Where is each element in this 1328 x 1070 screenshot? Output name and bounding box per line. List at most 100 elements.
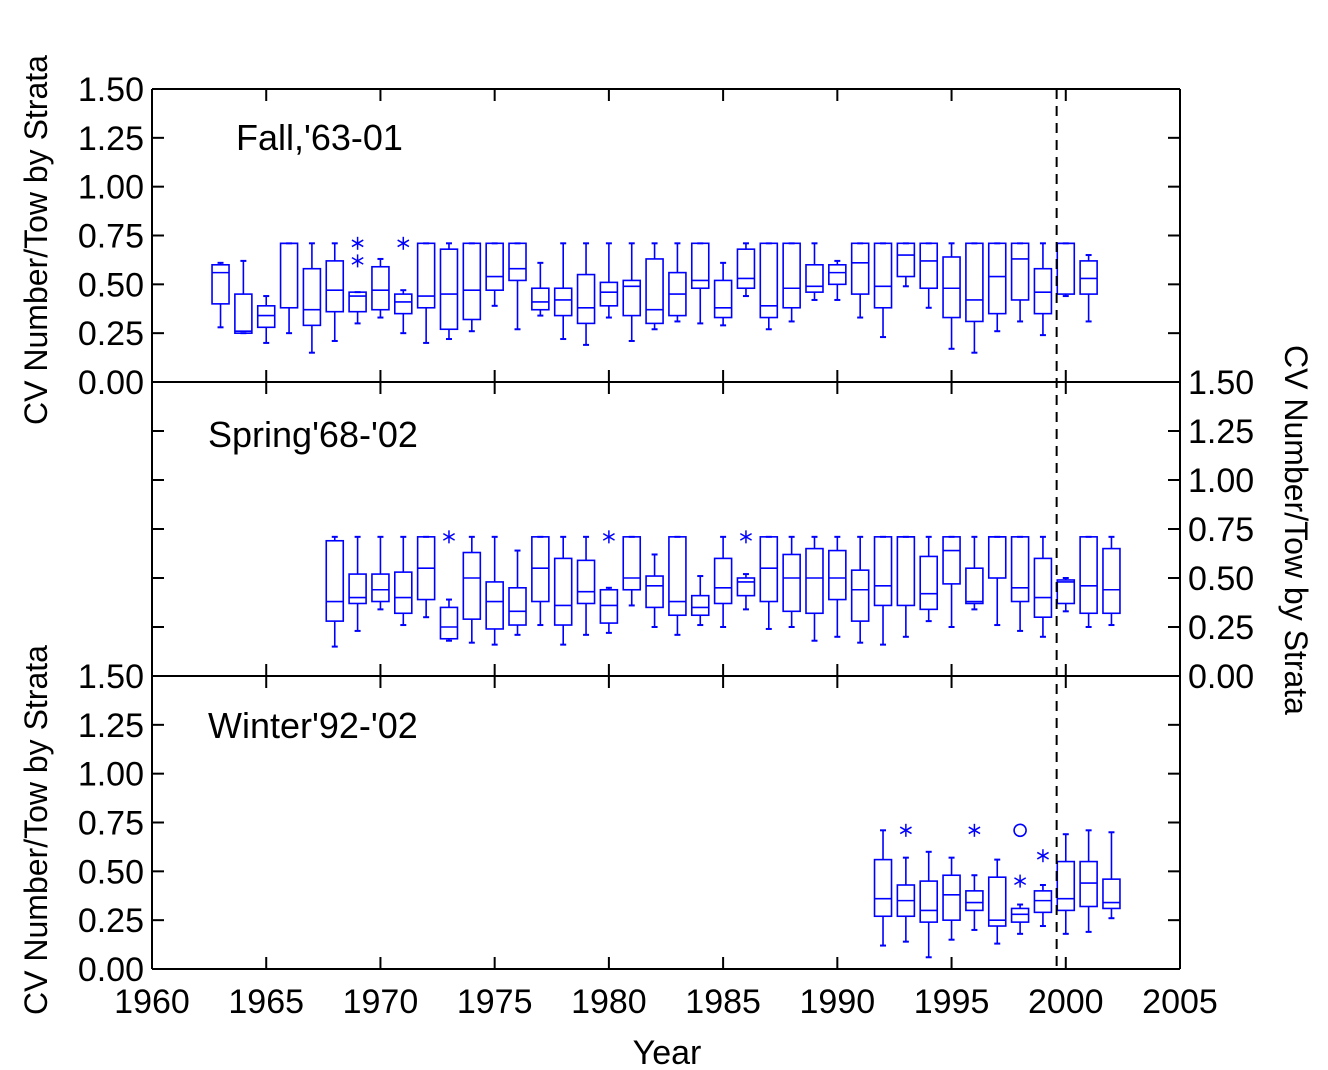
panel-winter [326,823,1121,970]
y-tick-label: 0.25 [1188,609,1254,647]
box [873,242,893,309]
box [690,594,710,617]
box [919,555,939,611]
box [553,557,573,626]
box [759,242,779,319]
box [1079,860,1098,908]
box [576,559,596,605]
x-tick-label: 1970 [343,983,419,1021]
y-tick-label: 1.50 [78,658,144,696]
box [965,242,984,323]
box [828,263,847,286]
box [919,880,939,923]
box [713,557,733,605]
box [736,248,756,290]
box [302,267,322,327]
box [1010,907,1030,923]
outlier [1036,849,1049,863]
box [599,588,619,624]
box [1010,536,1030,603]
box [371,265,390,311]
outlier [351,236,364,250]
y-tick-label: 0.00 [78,951,144,989]
y-tick-label: 1.50 [78,71,144,109]
box [782,553,801,613]
box [622,279,642,317]
y-axis-label-right: CV Number/Tow by Strata [1278,345,1314,715]
box [485,242,504,291]
panel-title-winter: Winter'92-'02 [208,705,418,746]
panel-fall [211,236,1098,354]
box [439,606,459,640]
outlier-stroke [899,826,912,835]
outlier-far [1013,823,1027,838]
y-tick-label: 0.50 [78,266,144,304]
box [485,581,504,630]
y-tick-label: 0.50 [78,853,144,891]
x-tick-label: 1990 [800,983,876,1021]
outlier-stroke [351,256,364,265]
box [348,573,367,605]
y-tick-label: 1.00 [78,756,144,794]
box [942,536,961,585]
box [828,549,847,601]
box [713,279,733,319]
outlier-stroke [351,239,364,248]
box [211,263,230,305]
box [896,242,916,278]
box [622,536,642,591]
box [987,536,1007,579]
x-axis-label: Year [633,1034,702,1070]
box [1102,547,1121,615]
outlier [442,530,456,544]
box [668,536,687,617]
box [987,242,1007,315]
y-tick-label: 0.00 [78,364,144,402]
box [1010,242,1030,301]
panels [211,236,1121,970]
box [462,242,482,321]
box [1056,579,1076,605]
box [1102,878,1121,910]
axes [151,88,1181,970]
box [850,569,870,622]
box [805,547,824,615]
y-tick-label: 0.75 [78,218,144,256]
outlier-stroke [1036,851,1049,860]
outlier [1014,874,1027,888]
box [325,539,345,622]
x-tick-label: 1965 [228,983,304,1021]
box [736,577,756,597]
panel-spring [325,530,1121,648]
box [439,248,459,331]
y-tick-label: 1.50 [1188,364,1254,402]
box [531,536,550,603]
box [599,281,619,307]
y-tick-label: 0.75 [1188,511,1254,549]
box [965,567,984,605]
y-tick-label: 0.75 [78,805,144,843]
box [965,890,984,912]
box [1079,536,1098,615]
box [896,536,916,607]
box [1056,860,1076,912]
outlier [899,823,912,837]
box [416,242,436,309]
outlier-stroke [968,826,981,835]
box [393,571,413,615]
box [645,258,664,325]
box [850,242,870,295]
y-tick-label: 1.25 [1188,413,1254,451]
outlier [602,530,615,544]
y-tick-label: 0.25 [78,315,144,353]
box [531,287,550,311]
y-tick-label: 1.00 [78,169,144,207]
box [234,293,253,334]
tick-marks: 0.00 0.25 0.50 0.75 1.00 1.25 1.50 0.00 0.25 0.50… [78,71,1254,1021]
box [942,874,961,921]
outlier-stroke [1014,877,1027,886]
box [348,291,367,313]
y-axis-label-bottom-left: CV Number/Tow by Strata [18,645,54,1015]
box [942,256,961,319]
y-tick-label: 1.25 [78,707,144,745]
